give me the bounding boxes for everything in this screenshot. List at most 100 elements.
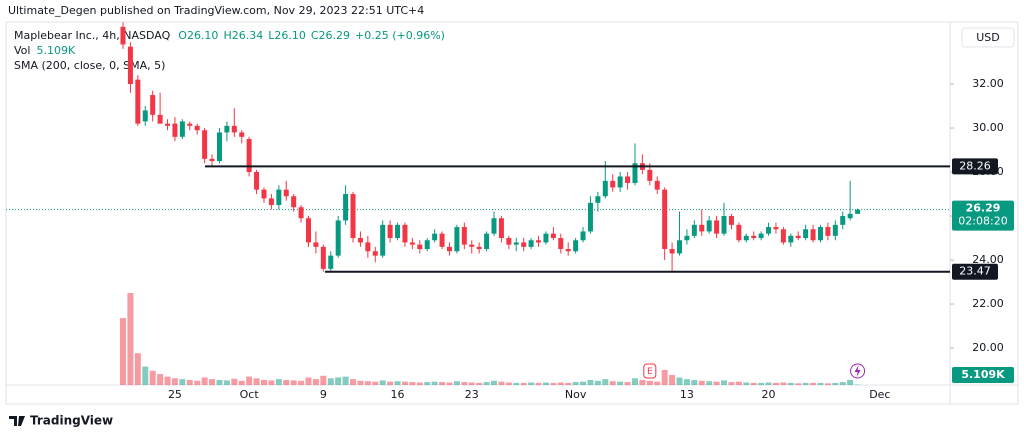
candle-body [395, 225, 400, 238]
candle-body [662, 190, 667, 249]
candle-body [566, 249, 571, 251]
candle-body [232, 126, 237, 133]
volume-bar [439, 382, 445, 385]
volume-bar [714, 382, 720, 385]
volume-bar [187, 380, 193, 385]
candle-body [796, 236, 801, 238]
candle-body [840, 216, 845, 225]
candle-body [699, 225, 704, 232]
volume-bar [328, 378, 334, 385]
candle-body [722, 216, 727, 234]
candle-body [172, 124, 177, 137]
y-tick-label: 32.00 [972, 77, 1004, 90]
volume-bar [602, 379, 608, 385]
candle-body [454, 227, 459, 251]
volume-bar [743, 382, 749, 385]
ohlc-item: +0.25 (+0.96%) [355, 29, 445, 42]
candle-body [158, 115, 163, 124]
volume-bar [350, 379, 356, 385]
currency[interactable]: USD [976, 31, 1000, 44]
candle-body [261, 190, 266, 199]
volume-bar [165, 377, 171, 385]
volume-bar [172, 378, 178, 385]
volume-bar [395, 381, 401, 385]
candle-body [558, 238, 563, 249]
volume-bar [127, 293, 133, 385]
volume-bar [840, 382, 846, 385]
volume-bar [387, 382, 393, 385]
candle-body [736, 225, 741, 240]
volume-bar [751, 383, 757, 385]
volume-bar [209, 379, 215, 385]
vol-label: Vol [14, 44, 30, 57]
volume-bar [528, 382, 534, 385]
candle-body [655, 181, 660, 190]
volume-bar [261, 380, 267, 385]
volume-bar [313, 379, 319, 385]
candle-body [321, 247, 326, 269]
candle-body [351, 194, 356, 238]
candle-body [543, 234, 548, 243]
candle-body [291, 196, 296, 207]
candle-body [573, 240, 578, 251]
candle-body [373, 251, 378, 255]
volume-bar [454, 381, 460, 385]
x-tick-label: Oct [240, 388, 260, 401]
volume-bar [632, 378, 638, 385]
candle-body [603, 181, 608, 196]
candle-body [692, 225, 697, 236]
y-tick-label: 20.00 [972, 341, 1004, 354]
candle-body [121, 27, 126, 45]
volume-bar [150, 371, 156, 385]
candle-body [818, 227, 823, 240]
volume-bar [357, 381, 363, 385]
volume-bar [691, 380, 697, 385]
candle-body [781, 229, 786, 242]
candle-body [276, 190, 281, 205]
header: Ultimate_Degen published on TradingView.… [8, 4, 424, 17]
candle-body [529, 240, 534, 247]
symbol: Maplebear Inc., 4h, NASDAQ [14, 29, 171, 42]
volume-bar [202, 377, 208, 385]
level-label: 23.47 [959, 265, 991, 278]
volume-bar [417, 382, 423, 385]
volume-bar [372, 382, 378, 385]
candle-body [729, 216, 734, 225]
volume-bar [817, 383, 823, 385]
x-tick-label: 20 [762, 388, 776, 401]
candle-body [825, 227, 830, 236]
volume-bar [320, 376, 326, 385]
candle-body [610, 181, 615, 188]
volume-bar [513, 383, 519, 385]
volume-bar [580, 382, 586, 385]
volume-bar [706, 381, 712, 385]
volume-bar [380, 380, 386, 385]
volume-label: 5.109K [961, 368, 1005, 381]
candle-body [128, 47, 133, 84]
volume-bar [402, 382, 408, 385]
candle-body [751, 236, 756, 238]
volume-bar [758, 383, 764, 385]
volume-bar [484, 382, 490, 385]
y-tick-label: 22.00 [972, 297, 1004, 310]
candle-body [135, 80, 140, 124]
volume-bar [231, 379, 237, 385]
volume-bar [424, 382, 430, 385]
candle-body [848, 214, 853, 218]
volume-bar [543, 382, 549, 385]
volume-bar [780, 382, 786, 385]
candle-body [833, 225, 838, 236]
candle-body [143, 110, 148, 121]
candle-body [766, 227, 771, 234]
candle-body [469, 245, 474, 247]
volume-bar [254, 378, 260, 385]
volume-bar [506, 382, 512, 385]
candle-body [744, 236, 749, 240]
volume-bar [617, 382, 623, 385]
volume-bar [298, 381, 304, 385]
level-label: 28.26 [959, 159, 991, 172]
candle-body [410, 242, 415, 244]
candle-body [462, 227, 467, 245]
x-tick-label: 13 [680, 388, 694, 401]
